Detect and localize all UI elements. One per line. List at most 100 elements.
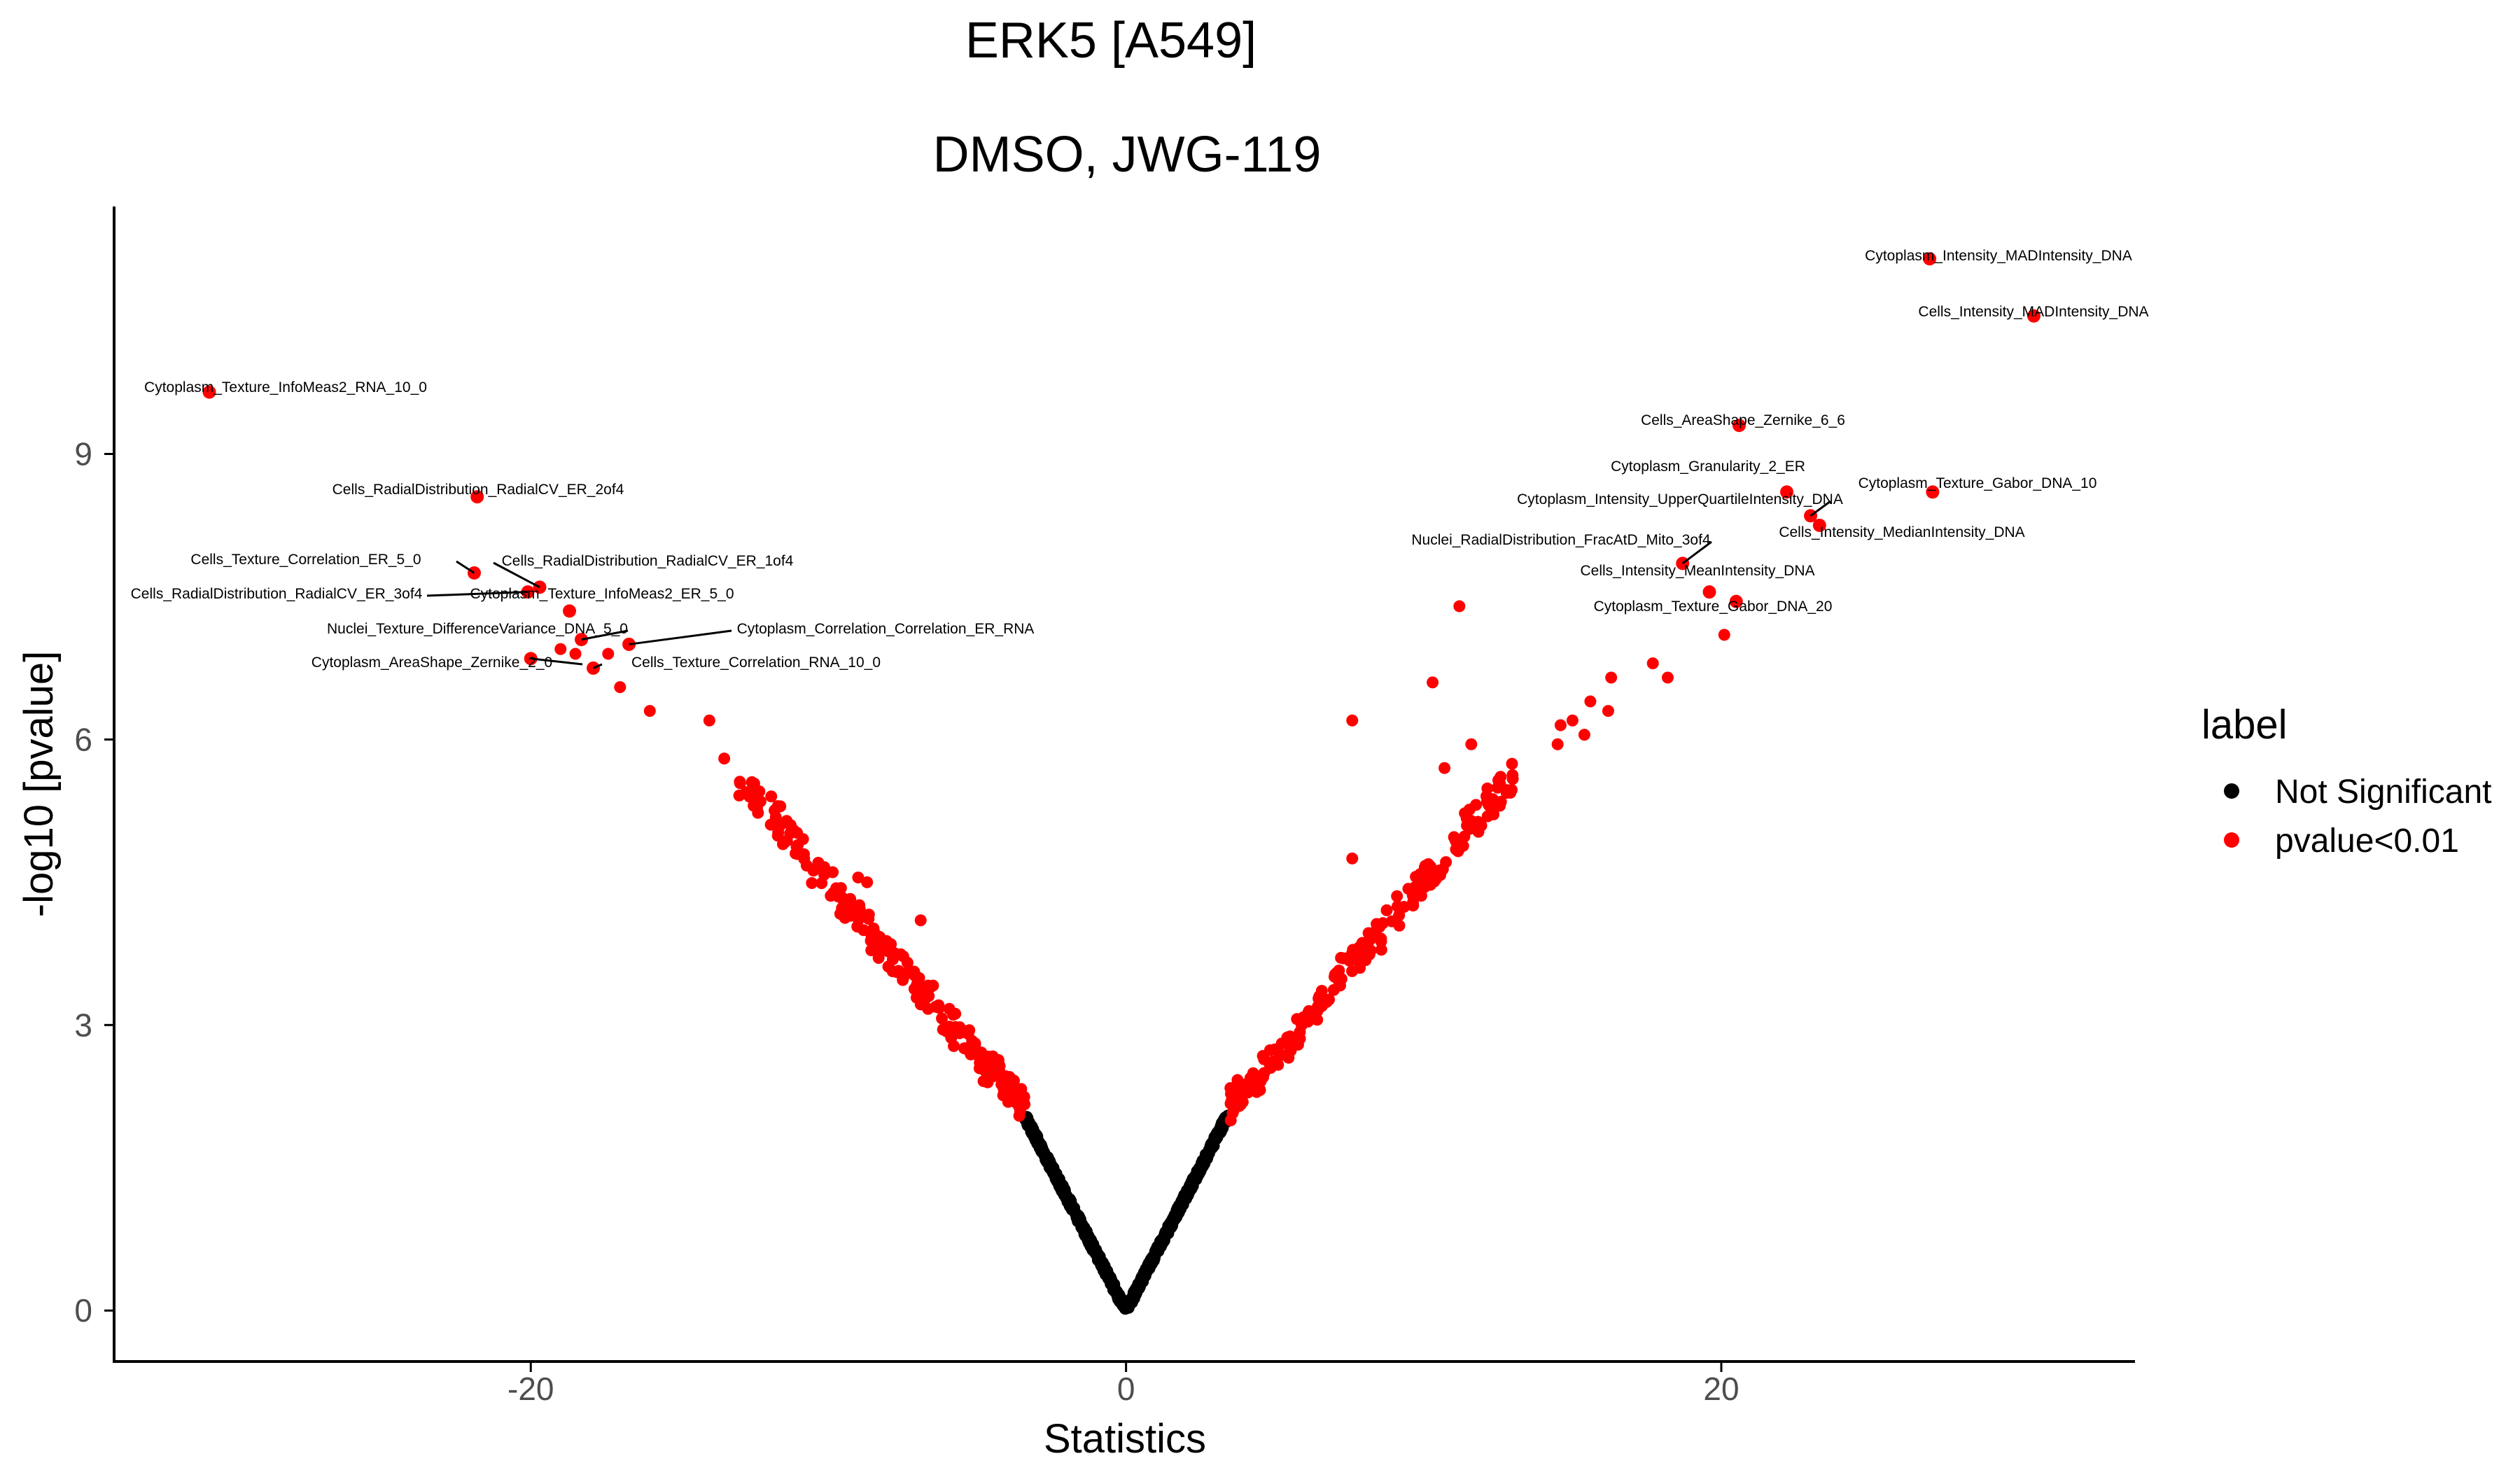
significant-points: [202, 252, 2040, 1126]
point-label: Nuclei_Texture_DifferenceVariance_DNA_5_…: [327, 621, 628, 637]
data-point-significant: [602, 648, 615, 660]
data-point-significant: [748, 780, 760, 793]
data-point-significant: [1346, 714, 1359, 727]
data-point-significant: [1661, 671, 1674, 684]
data-point-significant: [790, 840, 803, 853]
y-tick-label: 3: [74, 1007, 92, 1043]
data-point-significant: [1302, 1007, 1315, 1020]
x-tick-label: -20: [507, 1371, 554, 1407]
label-leader-line: [581, 629, 629, 641]
data-point-significant: [614, 681, 626, 694]
data-point-not-significant: [1126, 1296, 1138, 1309]
point-label: Cytoplasm_AreaShape_Zernike_2_0: [312, 654, 552, 671]
legend-key-significant: [2224, 832, 2239, 848]
data-point-significant: [1224, 1114, 1237, 1126]
data-point-labeled: [1780, 485, 1794, 499]
data-point-not-significant: [1080, 1225, 1093, 1238]
label-leader-lines: [426, 500, 1831, 669]
data-point-not-significant: [1045, 1159, 1058, 1172]
data-point-significant: [969, 1039, 981, 1051]
data-point-significant: [897, 974, 909, 986]
label-leader-line: [456, 560, 475, 574]
data-point-not-significant: [1083, 1237, 1096, 1250]
data-point-not-significant: [1162, 1227, 1175, 1240]
data-point-significant: [1453, 600, 1466, 612]
data-point-significant: [1584, 695, 1597, 708]
data-point-significant: [703, 714, 715, 727]
data-point-significant: [1327, 983, 1340, 996]
not-significant-points: [1018, 1110, 1236, 1315]
data-point-significant: [1605, 671, 1618, 684]
point-label: Cells_Texture_Correlation_ER_5_0: [190, 552, 421, 568]
data-point-significant: [844, 892, 857, 905]
data-point-significant: [858, 924, 870, 937]
legend: label Not Significant pvalue<0.01: [2202, 702, 2492, 860]
data-point-significant: [1311, 1014, 1324, 1026]
data-point-significant: [1380, 904, 1393, 916]
data-point-labeled: [1812, 518, 1826, 532]
data-point-significant: [1578, 729, 1590, 741]
data-point-significant: [1385, 915, 1398, 927]
data-point-significant: [788, 824, 800, 836]
point-label: Cytoplasm_Intensity_UpperQuartileIntensi…: [1517, 491, 1843, 507]
data-point-significant: [1438, 762, 1451, 774]
data-point-not-significant: [1128, 1284, 1141, 1297]
data-point-significant: [1452, 845, 1464, 858]
data-point-significant: [1225, 1088, 1238, 1100]
data-point-significant: [974, 1047, 986, 1060]
data-point-significant: [1001, 1079, 1014, 1092]
data-point-significant: [750, 796, 762, 808]
point-label: Cells_RadialDistribution_RadialCV_ER_2of…: [332, 482, 624, 498]
y-axis-ticks: 0 3 6 9: [74, 436, 114, 1329]
data-point-significant: [554, 643, 567, 655]
data-point-significant: [1398, 901, 1410, 913]
data-point-significant: [1494, 795, 1507, 808]
point-label: Cells_Texture_Correlation_RNA_10_0: [631, 654, 881, 671]
data-point-not-significant: [1065, 1195, 1077, 1208]
data-point-significant: [1251, 1071, 1264, 1084]
data-point-significant: [853, 905, 866, 918]
data-point-significant: [1312, 1000, 1324, 1013]
data-point-labeled: [202, 385, 216, 399]
data-point-significant: [1483, 799, 1495, 812]
data-point-significant: [861, 876, 874, 888]
label-leader-line: [592, 663, 603, 669]
data-point-significant: [1718, 629, 1730, 641]
data-point-significant: [1364, 944, 1377, 957]
legend-key-not-significant: [2224, 783, 2239, 799]
data-point-significant: [1463, 822, 1476, 835]
data-point-significant: [1375, 944, 1387, 956]
label-leader-line: [531, 657, 583, 666]
data-point-not-significant: [1205, 1138, 1217, 1150]
data-point-significant: [1275, 1037, 1288, 1050]
data-point-significant: [1341, 952, 1354, 965]
legend-label-not-significant: Not Significant: [2275, 774, 2492, 811]
legend-label-significant: pvalue<0.01: [2275, 822, 2459, 860]
data-point-significant: [718, 752, 731, 765]
data-point-significant: [1371, 918, 1383, 931]
data-point-significant: [1235, 1098, 1247, 1111]
data-point-significant: [852, 872, 864, 884]
data-point-significant: [874, 946, 886, 959]
point-label: Cells_Intensity_MADIntensity_DNA: [1918, 304, 2148, 320]
data-point-labeled: [1732, 419, 1746, 433]
data-point-significant: [1391, 890, 1404, 902]
data-point-significant: [1328, 970, 1340, 983]
point-label: Cytoplasm_Texture_InfoMeas2_ER_5_0: [470, 586, 734, 602]
data-point-significant: [867, 922, 880, 934]
data-point-significant: [1465, 738, 1478, 750]
x-tick-label: 0: [1117, 1371, 1135, 1407]
data-point-not-significant: [1026, 1120, 1038, 1133]
legend-title: label: [2202, 702, 2288, 748]
data-point-not-significant: [1167, 1212, 1180, 1224]
data-point-significant: [1264, 1044, 1276, 1056]
data-point-significant: [1267, 1056, 1280, 1068]
point-label: Cells_AreaShape_Zernike_6_6: [1641, 412, 1845, 428]
data-point-significant: [1012, 1090, 1025, 1102]
data-point-not-significant: [1074, 1213, 1086, 1226]
data-point-significant: [979, 1064, 991, 1077]
data-point-significant: [1492, 774, 1505, 787]
data-point-significant: [1506, 769, 1519, 781]
